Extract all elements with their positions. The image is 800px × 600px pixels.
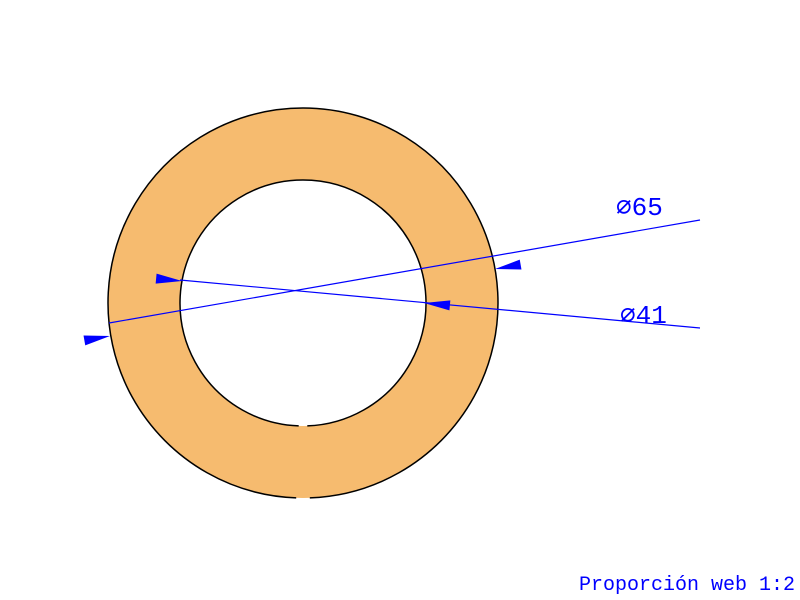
dim-inner-label: ⌀41 (620, 301, 667, 331)
dim-outer-arrow-b (495, 260, 521, 270)
ring-inner-outline (180, 180, 426, 426)
footer-scale-label: Proporción web 1:2 (579, 574, 795, 597)
dim-outer-arrow-a (84, 336, 110, 346)
dim-outer-label: ⌀65 (616, 193, 663, 223)
